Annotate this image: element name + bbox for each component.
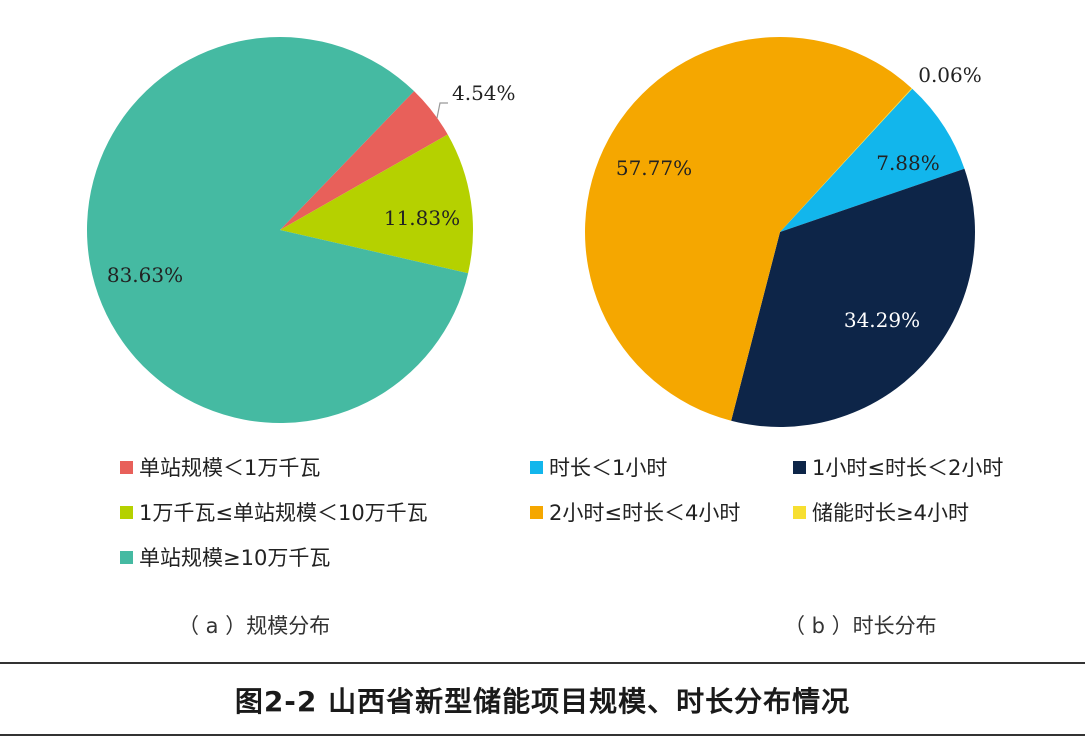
leader-line	[436, 102, 448, 119]
data-label: 34.29%	[844, 308, 920, 332]
legend-item-scale-medium: 1万千瓦≤单站规模＜10万千瓦	[120, 497, 428, 527]
pie-slice	[280, 91, 448, 230]
legend-label: 2小时≤时长＜4小时	[549, 501, 741, 525]
caption-scale: （ a ）规模分布	[178, 614, 331, 638]
legend-swatch	[530, 460, 543, 474]
pie-slice	[280, 134, 473, 274]
data-label: 83.63%	[107, 263, 183, 287]
legend-item-duration-ge4h: 储能时长≥4小时	[793, 497, 969, 527]
caption-duration: （ b ）时长分布	[784, 614, 937, 638]
legend-label: 单站规模≥10万千瓦	[139, 546, 331, 570]
data-label: 4.54%	[452, 81, 516, 105]
data-label: 7.88%	[876, 151, 940, 175]
data-label: 11.83%	[384, 206, 460, 230]
legend-label: 单站规模＜1万千瓦	[139, 456, 321, 480]
legend-item-duration-2to4h: 2小时≤时长＜4小时	[530, 497, 740, 527]
legend-swatch	[120, 460, 133, 474]
pie-slice	[780, 88, 965, 232]
legend-swatch	[120, 505, 133, 519]
legend-item-duration-lt1h: 时长＜1小时	[530, 452, 667, 482]
legend-label: 1万千瓦≤单站规模＜10万千瓦	[139, 501, 428, 525]
legend-label: 时长＜1小时	[549, 456, 668, 480]
divider-top	[0, 662, 1085, 664]
legend-swatch	[793, 505, 806, 519]
pie-slice	[780, 88, 913, 232]
legend-swatch	[793, 460, 806, 474]
legend-swatch	[530, 505, 543, 519]
pie-slice	[731, 168, 975, 428]
legend-item-scale-large: 单站规模≥10万千瓦	[120, 542, 330, 572]
figure-title: 图2-2 山西省新型储能项目规模、时长分布情况	[234, 685, 851, 718]
legend-label: 1小时≤时长＜2小时	[812, 456, 1004, 480]
divider-bottom	[0, 734, 1085, 736]
pie-slice	[585, 37, 912, 421]
pie-slice	[86, 36, 469, 423]
data-label: 0.06%	[918, 63, 982, 87]
legend-label: 储能时长≥4小时	[812, 501, 969, 525]
pie-chart-duration: 7.88% 34.29% 57.77% 0.06%	[585, 37, 982, 428]
data-label: 57.77%	[616, 156, 692, 180]
legend-item-duration-1to2h: 1小时≤时长＜2小时	[793, 452, 1003, 482]
legend-item-scale-small: 单站规模＜1万千瓦	[120, 452, 320, 482]
pie-chart-scale: 4.54% 11.83% 83.63%	[86, 36, 516, 423]
legend-swatch	[120, 550, 133, 564]
